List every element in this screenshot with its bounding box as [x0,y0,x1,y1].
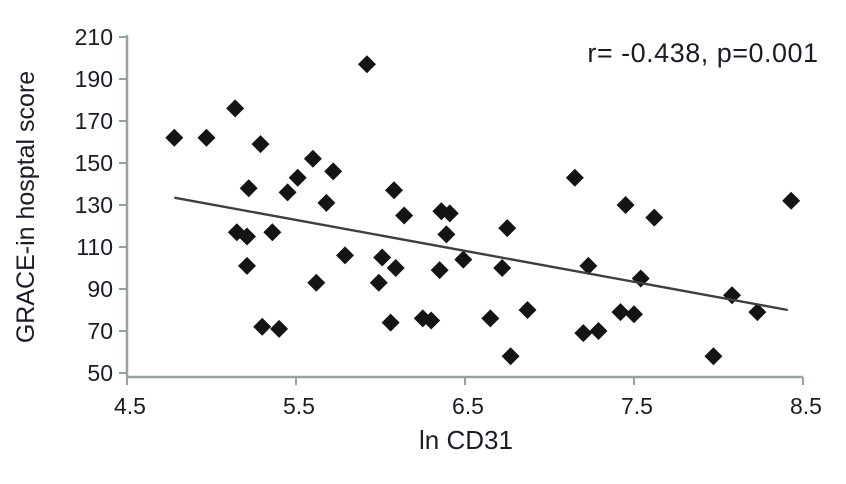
data-point [748,303,767,322]
data-point [303,149,322,168]
data-point [454,250,473,269]
data-point [369,273,388,292]
data-point [422,311,441,330]
data-point [381,313,400,332]
data-point [324,162,343,181]
data-point [307,273,326,292]
data-point [317,193,336,212]
x-axis-title: ln CD31 [419,425,513,455]
data-point [437,225,456,244]
data-points [165,55,801,366]
data-point [440,204,459,223]
data-point [237,256,256,275]
data-point [385,181,404,200]
data-point [430,261,449,280]
data-point [565,168,584,187]
data-point [501,347,520,366]
data-point [226,99,245,118]
data-point [574,324,593,343]
y-tick-label: 110 [76,234,113,260]
y-axis-title: GRACE-in hosptal score [12,71,40,343]
data-point [782,191,801,210]
data-point [270,319,289,338]
data-point [645,208,664,227]
data-point [251,135,270,154]
data-point [616,196,635,214]
data-point [493,259,512,277]
data-point [395,206,414,225]
x-tick-label: 5.5 [283,393,315,419]
data-point [165,128,184,147]
data-point [237,227,256,246]
data-point [263,223,282,242]
data-point [625,305,643,324]
data-point [589,322,608,340]
y-tick-label: 210 [75,24,113,50]
y-tick-label: 130 [75,192,113,218]
x-tick-label: 6.5 [452,393,484,419]
y-tick-label: 190 [75,66,113,92]
data-point [498,219,517,238]
x-tick-label: 7.5 [621,393,653,419]
data-point [253,317,272,336]
data-point [278,183,297,202]
y-tick-label: 170 [75,108,113,134]
y-tick-label: 50 [87,360,113,386]
data-point [386,259,405,277]
x-tick-label: 8.5 [790,393,822,419]
data-point [197,128,216,147]
data-point [373,248,392,267]
data-point [357,55,376,74]
tick-labels: 210 190 170 150 130 110 90 70 504.5 5.5 6.5 7.5 8.5 [75,24,822,419]
y-tick-label: 70 [87,318,113,344]
y-tick-label: 150 [75,150,113,176]
data-point [239,179,258,198]
data-point [288,168,307,187]
data-point [481,309,500,328]
data-point [611,303,630,322]
data-point [704,347,723,366]
data-point [518,301,537,319]
y-tick-label: 90 [87,276,113,302]
x-tick-label: 4.5 [114,393,146,419]
trend-line [174,196,789,312]
axes [119,35,804,385]
data-point [579,256,598,275]
correlation-annotation: r= -0.438, p=0.001 [587,38,818,68]
data-point [336,246,355,265]
